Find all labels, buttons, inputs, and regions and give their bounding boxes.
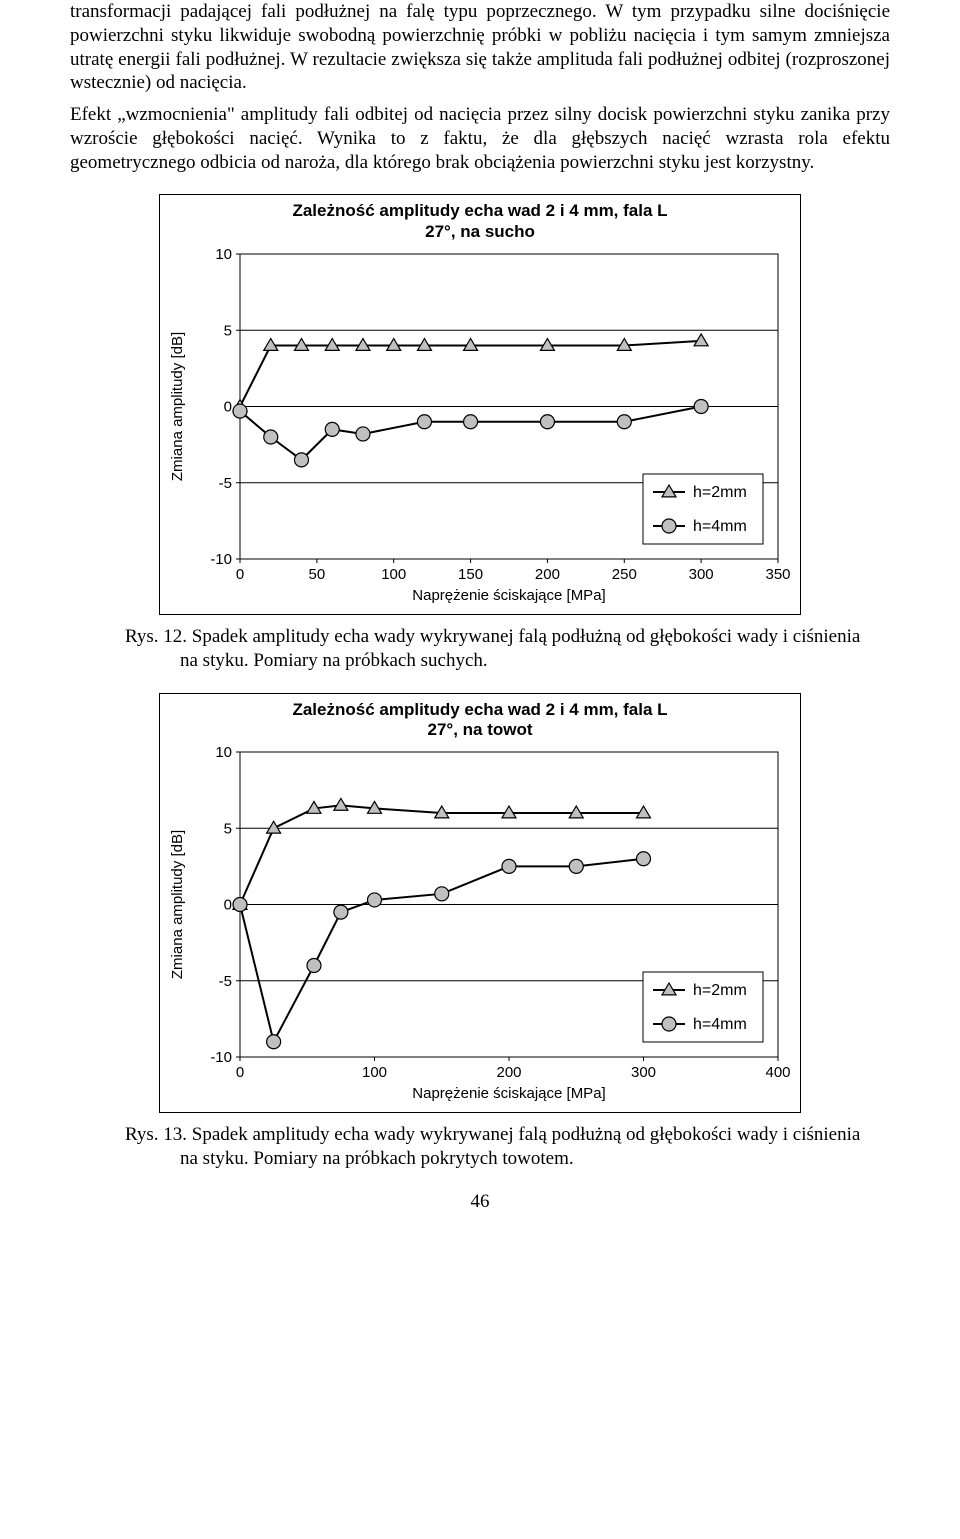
svg-text:100: 100 — [362, 1064, 387, 1081]
svg-text:-10: -10 — [210, 551, 232, 568]
chart-title: Zależność amplitudy echa wad 2 i 4 mm, f… — [170, 201, 790, 242]
svg-text:-5: -5 — [219, 973, 232, 990]
svg-text:h=2mm: h=2mm — [693, 484, 747, 501]
svg-text:0: 0 — [224, 897, 232, 914]
page-number: 46 — [70, 1191, 890, 1213]
figure-caption: Rys. 13. Spadek amplitudy echa wady wykr… — [125, 1123, 865, 1171]
svg-text:200: 200 — [496, 1064, 521, 1081]
svg-text:0: 0 — [236, 566, 244, 583]
svg-text:Zmiana amplitudy [dB]: Zmiana amplitudy [dB] — [169, 332, 186, 481]
figure-2: Zależność amplitudy echa wad 2 i 4 mm, f… — [159, 693, 801, 1114]
svg-text:50: 50 — [309, 566, 326, 583]
svg-text:10: 10 — [215, 246, 232, 263]
svg-text:Naprężenie ściskające [MPa]: Naprężenie ściskające [MPa] — [412, 1085, 605, 1102]
chart-title-line: 27°, na towot — [427, 720, 532, 739]
figure-1: Zależność amplitudy echa wad 2 i 4 mm, f… — [159, 194, 801, 615]
svg-text:h=2mm: h=2mm — [693, 982, 747, 999]
svg-text:250: 250 — [612, 566, 637, 583]
svg-text:Naprężenie ściskające [MPa]: Naprężenie ściskające [MPa] — [412, 587, 605, 604]
svg-text:100: 100 — [381, 566, 406, 583]
svg-text:h=4mm: h=4mm — [693, 1016, 747, 1033]
chart-title-line: Zależność amplitudy echa wad 2 i 4 mm, f… — [292, 201, 667, 220]
svg-text:350: 350 — [765, 566, 790, 583]
svg-text:200: 200 — [535, 566, 560, 583]
chart-title: Zależność amplitudy echa wad 2 i 4 mm, f… — [170, 700, 790, 741]
svg-text:10: 10 — [215, 744, 232, 761]
svg-text:-5: -5 — [219, 475, 232, 492]
svg-text:Zmiana amplitudy [dB]: Zmiana amplitudy [dB] — [169, 830, 186, 979]
svg-text:0: 0 — [224, 399, 232, 416]
chart-svg: -10-505100100200300400Zmiana amplitudy [… — [160, 742, 798, 1112]
chart-title-line: Zależność amplitudy echa wad 2 i 4 mm, f… — [292, 700, 667, 719]
svg-text:400: 400 — [765, 1064, 790, 1081]
figure-caption: Rys. 12. Spadek amplitudy echa wady wykr… — [125, 625, 865, 673]
paragraph: Efekt „wzmocnienia" amplitudy fali odbit… — [70, 103, 890, 174]
svg-text:0: 0 — [236, 1064, 244, 1081]
svg-text:5: 5 — [224, 322, 232, 339]
svg-text:300: 300 — [631, 1064, 656, 1081]
chart-title-line: 27°, na sucho — [425, 222, 535, 241]
paragraph: transformacji padającej fali podłużnej n… — [70, 0, 890, 95]
svg-text:150: 150 — [458, 566, 483, 583]
svg-text:300: 300 — [689, 566, 714, 583]
svg-text:5: 5 — [224, 821, 232, 838]
svg-text:-10: -10 — [210, 1049, 232, 1066]
svg-text:h=4mm: h=4mm — [693, 518, 747, 535]
chart-svg: -10-50510050100150200250300350Zmiana amp… — [160, 244, 798, 614]
